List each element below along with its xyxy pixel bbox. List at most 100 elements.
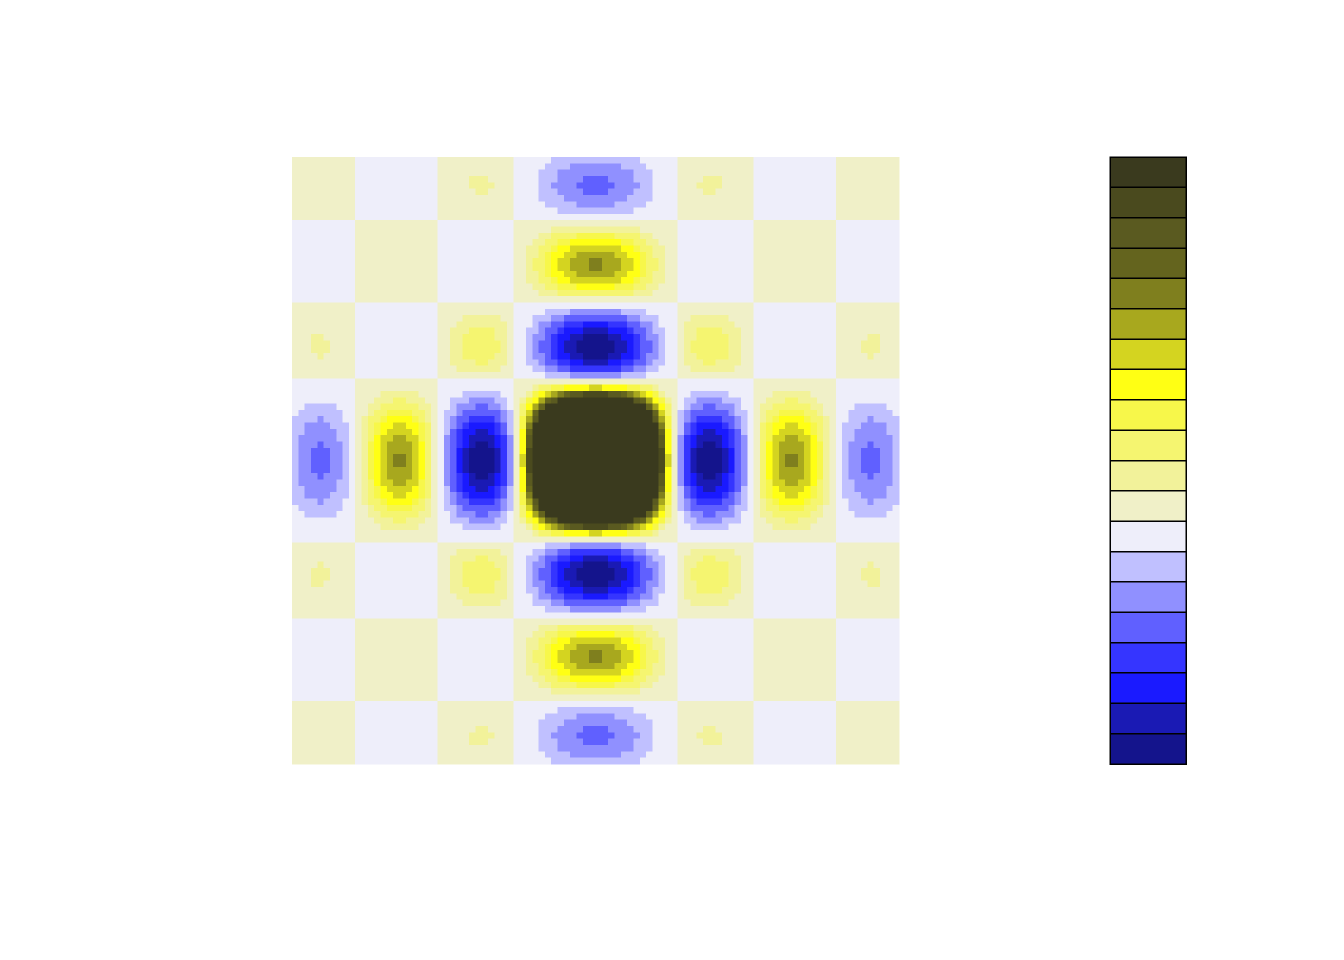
contour-cell [443, 283, 451, 291]
contour-cell [462, 296, 470, 304]
contour-cell [361, 675, 369, 683]
contour-cell [393, 504, 401, 512]
contour-cell [475, 751, 483, 759]
contour-cell [538, 745, 546, 752]
contour-cell [317, 390, 325, 398]
contour-cell [589, 435, 597, 443]
contour-cell [614, 757, 622, 765]
contour-cell [608, 523, 616, 531]
contour-cell [348, 182, 356, 190]
contour-cell [304, 334, 312, 341]
contour-cell [544, 428, 552, 436]
contour-cell [361, 694, 369, 702]
contour-cell [475, 530, 483, 537]
contour-cell [431, 662, 439, 670]
contour-cell [323, 378, 331, 386]
contour-cell [393, 334, 401, 341]
contour-cell [412, 460, 420, 468]
contour-cell [608, 473, 616, 481]
contour-cell [525, 675, 533, 683]
contour-cell [462, 751, 470, 759]
contour-cell [380, 182, 388, 190]
contour-cell [525, 428, 533, 436]
contour-cell [443, 188, 451, 196]
contour-cell [304, 567, 312, 575]
contour-cell [513, 675, 521, 683]
contour-cell [576, 726, 584, 733]
contour-cell [450, 542, 457, 550]
contour-cell [544, 599, 552, 607]
contour-cell [348, 270, 356, 278]
contour-cell [298, 580, 306, 588]
contour-cell [450, 536, 457, 544]
contour-cell [399, 738, 407, 746]
contour-cell [614, 194, 622, 202]
contour-cell [386, 593, 394, 601]
contour-cell [412, 416, 420, 424]
contour-cell [519, 504, 527, 512]
contour-cell [336, 726, 344, 733]
contour-cell [570, 245, 578, 253]
contour-cell [336, 283, 344, 291]
contour-cell [361, 296, 369, 304]
contour-cell [506, 194, 514, 202]
contour-cell [405, 549, 413, 556]
contour-cell [298, 719, 306, 727]
contour-cell [298, 530, 306, 537]
contour-cell [374, 719, 382, 727]
contour-cell [519, 719, 527, 727]
contour-cell [361, 390, 369, 398]
contour-cell [336, 561, 344, 569]
contour-cell [412, 321, 420, 329]
contour-cell [437, 302, 445, 310]
contour-cell [462, 321, 470, 329]
contour-cell [437, 511, 445, 519]
contour-cell [481, 277, 489, 285]
contour-cell [469, 473, 476, 481]
contour-cell [608, 213, 616, 221]
contour-cell [551, 517, 559, 525]
contour-cell [292, 169, 299, 177]
contour-cell [570, 403, 578, 411]
contour-cell [386, 612, 394, 620]
contour-cell [380, 416, 388, 424]
contour-cell [342, 315, 350, 322]
contour-cell [469, 409, 476, 417]
contour-cell [304, 182, 312, 190]
contour-cell [494, 194, 502, 202]
contour-cell [393, 403, 401, 411]
contour-cell [519, 599, 527, 607]
contour-cell [576, 384, 584, 392]
contour-cell [563, 460, 571, 468]
contour-cell [336, 517, 344, 525]
contour-cell [557, 530, 565, 537]
contour-cell [506, 447, 514, 455]
contour-cell [450, 346, 457, 354]
contour-cell [367, 726, 375, 733]
contour-cell [317, 264, 325, 272]
contour-cell [292, 580, 299, 588]
contour-cell [424, 549, 432, 556]
contour-cell [348, 334, 356, 341]
contour-cell [519, 707, 527, 715]
contour-cell [582, 308, 590, 316]
contour-cell [506, 523, 514, 531]
contour-cell [317, 334, 325, 341]
contour-cell [570, 574, 578, 582]
contour-cell [456, 612, 464, 620]
contour-cell [443, 232, 451, 240]
contour-cell [500, 416, 508, 424]
contour-cell [563, 207, 571, 215]
contour-cell [538, 719, 546, 727]
contour-cell [519, 346, 527, 354]
contour-cell [304, 447, 312, 455]
contour-cell [538, 365, 546, 373]
contour-cell [506, 277, 514, 285]
contour-cell [348, 492, 356, 500]
contour-cell [551, 574, 559, 582]
contour-cell [386, 220, 394, 228]
contour-cell [292, 681, 299, 689]
contour-cell [488, 416, 495, 424]
contour-cell [456, 258, 464, 266]
contour-cell [399, 163, 407, 171]
